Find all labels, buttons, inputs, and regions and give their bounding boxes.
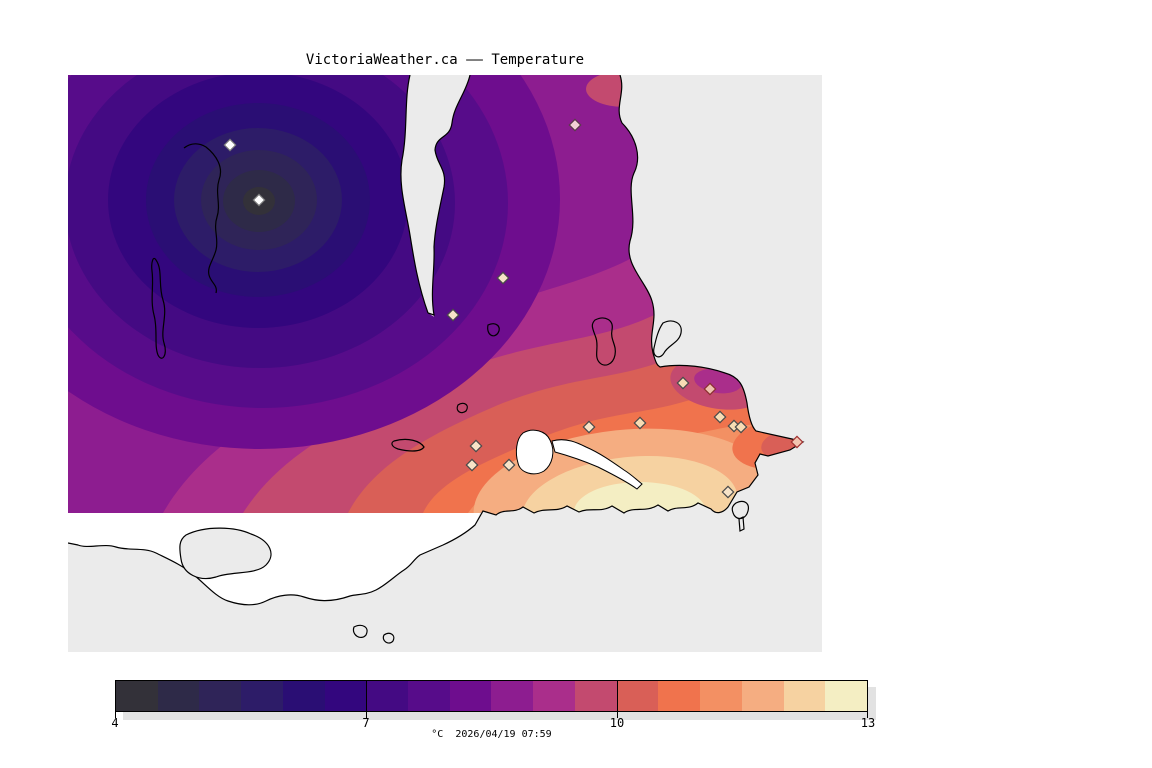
station-marker-icon: [721, 485, 735, 499]
colorbar-segment: [574, 681, 617, 711]
colorbar-segment: [741, 681, 784, 711]
colorbar-segment: [658, 681, 701, 711]
colorbar-segment: [700, 681, 742, 711]
station-marker-icon: [582, 420, 596, 434]
station-marker-icon: [676, 376, 690, 390]
station-marker-icon: [252, 193, 266, 207]
station-marker-icon: [703, 382, 717, 396]
station-marker-icon: [790, 435, 804, 449]
gorge-inlet-water: [551, 439, 643, 490]
station-marker-icon: [633, 416, 647, 430]
harbour-water: [515, 429, 554, 475]
station-marker-icon: [465, 458, 479, 472]
station-marker-icon: [734, 420, 748, 434]
colorbar-segment: [199, 681, 242, 711]
station-marker-icon: [223, 138, 237, 152]
colorbar-segment: [533, 681, 575, 711]
colorbar-tick-label: 13: [860, 716, 876, 730]
colorbar-tick-mark: [617, 712, 618, 718]
station-marker-icon: [469, 439, 483, 453]
colorbar-segment: [157, 681, 200, 711]
colorbar: [115, 680, 868, 712]
colorbar-tick-line: [366, 680, 367, 712]
colorbar-segment: [282, 681, 325, 711]
map-canvas: [68, 75, 822, 652]
land-outside-domain: [68, 513, 480, 605]
coastlines: [68, 75, 805, 644]
colorbar-tick-label: 4: [111, 716, 119, 730]
strait-water: [68, 513, 822, 652]
colorbar-segment: [324, 681, 367, 711]
page-title: VictoriaWeather.ca —— Temperature: [305, 52, 585, 68]
colorbar-segment: [241, 681, 283, 711]
colorbar-tick-line: [617, 680, 618, 712]
colorbar-tick-mark: [867, 712, 868, 718]
colorbar-segment: [491, 681, 534, 711]
colorbar-segment: [616, 681, 659, 711]
colorbar-tick-mark: [115, 712, 116, 718]
colorbar-unit-timestamp: °C 2026/04/19 07:59: [431, 729, 552, 740]
station-marker-icon: [446, 308, 460, 322]
colorbar-segment: [408, 681, 450, 711]
station-marker-icon: [713, 410, 727, 424]
station-marker-icon: [568, 118, 582, 132]
temperature-map: [68, 75, 822, 652]
colorbar-tick-label: 7: [362, 716, 370, 730]
station-marker-icon: [496, 271, 510, 285]
station-markers: [223, 118, 804, 499]
colorbar-segment: [825, 681, 867, 711]
station-marker-icon: [502, 458, 516, 472]
colorbar-tick-mark: [366, 712, 367, 718]
colorbar-segment: [783, 681, 826, 711]
colorbar-segment: [116, 681, 158, 711]
colorbar-segment: [449, 681, 492, 711]
colorbar-tick-label: 10: [609, 716, 625, 730]
colorbar-segment: [366, 681, 409, 711]
